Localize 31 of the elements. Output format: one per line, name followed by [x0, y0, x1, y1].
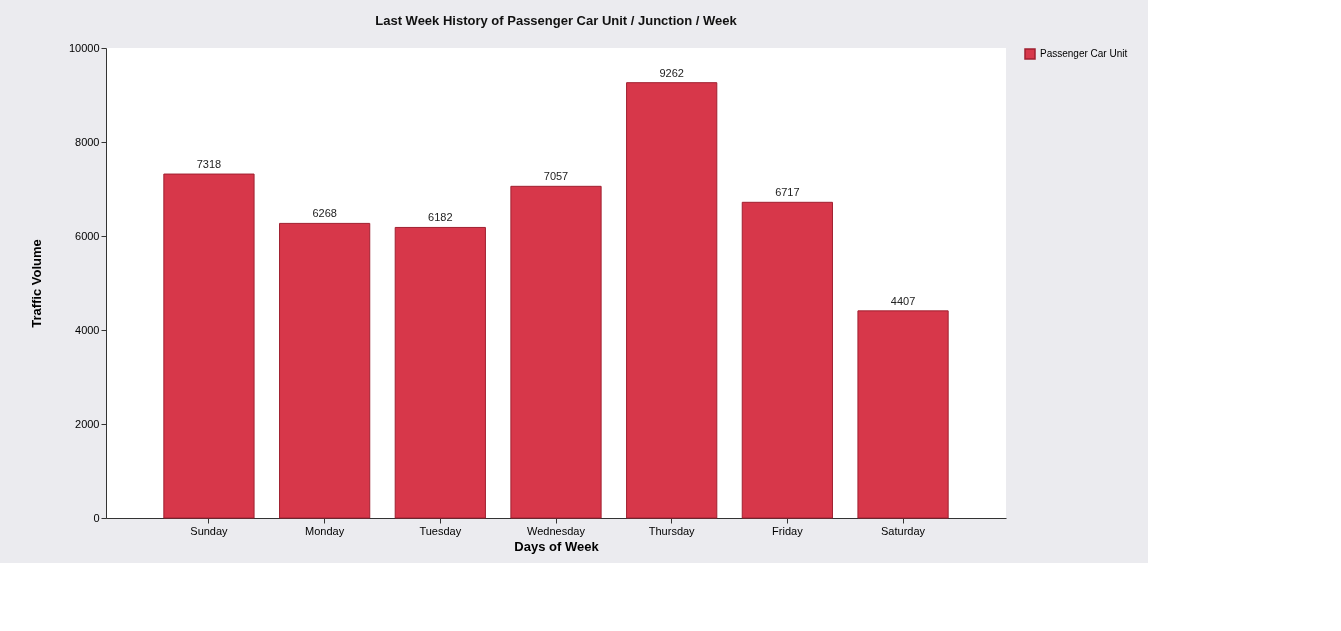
x-tick-label: Monday [305, 524, 345, 537]
data-label: 6268 [312, 207, 337, 220]
data-label: 7318 [196, 158, 222, 171]
data-label: 4407 [890, 294, 916, 307]
y-tick-label: 10000 [68, 41, 100, 54]
x-tick-label: Friday [772, 524, 804, 537]
legend-label: Passenger Car Unit [1040, 48, 1128, 59]
bar [741, 201, 833, 519]
data-label: 9262 [659, 66, 684, 79]
y-axis-title: Traffic Volume [28, 239, 44, 328]
x-tick-label: Wednesday [527, 524, 586, 537]
x-axis-title: Days of Week [514, 538, 600, 554]
y-tick-label: 6000 [75, 229, 100, 242]
bar [279, 222, 371, 519]
y-tick-label: 2000 [75, 417, 100, 430]
data-label: 7057 [543, 170, 569, 183]
bar [857, 310, 949, 519]
bar [510, 185, 602, 519]
y-tick-label: 4000 [75, 323, 100, 336]
chart-title: Last Week History of Passenger Car Unit / Junction / Week [375, 13, 738, 28]
x-tick-label: Thursday [648, 524, 696, 537]
x-tick-label: Tuesday [419, 524, 462, 537]
bar [163, 173, 255, 519]
bar [626, 82, 718, 519]
y-tick-label: 8000 [75, 135, 100, 148]
bar [394, 226, 486, 519]
x-tick-label: Saturday [881, 524, 926, 537]
y-tick-label: 0 [93, 511, 100, 524]
x-tick-label: Sunday [190, 524, 229, 537]
data-label: 6717 [775, 186, 800, 199]
data-label: 6182 [428, 211, 453, 224]
